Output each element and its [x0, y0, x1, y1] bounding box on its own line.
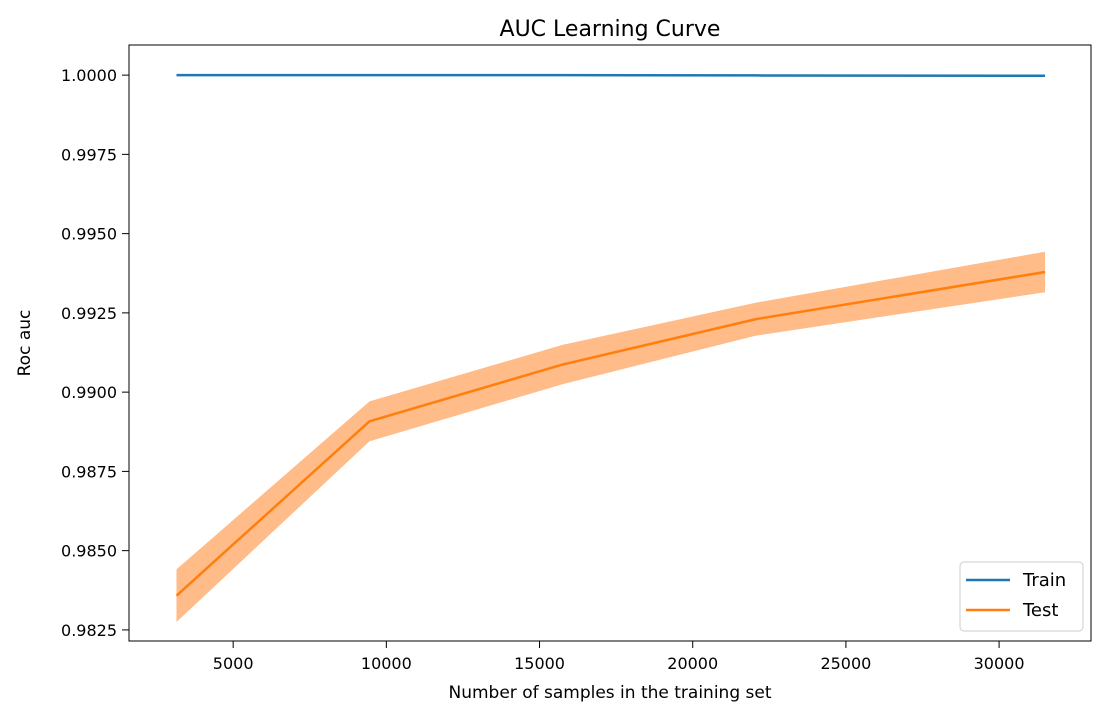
series-line-test: [175, 270, 1046, 597]
x-axis-label: Number of samples in the training set: [449, 683, 772, 703]
x-tick-label: 25000: [820, 654, 871, 673]
plot-frame: [128, 44, 1092, 642]
confidence-band-layer: [176, 251, 1046, 622]
y-tick-label: 0.9925: [61, 304, 117, 323]
x-axis-ticks: 5000 10000 15000 20000 25000 30000: [213, 641, 1025, 673]
y-tick-label: 0.9975: [61, 145, 117, 164]
y-tick-label: 1.0000: [61, 66, 117, 85]
chart-title: AUC Learning Curve: [500, 17, 721, 42]
x-tick-label: 30000: [974, 654, 1025, 673]
x-tick-label: 15000: [514, 654, 565, 673]
y-tick-label: 0.9875: [61, 462, 117, 481]
y-tick-label: 0.9850: [61, 542, 117, 561]
series-line-train: [176, 73, 1046, 78]
y-axis-ticks: 0.9825 0.9850 0.9875 0.9900 0.9925 0.9950 0.99…: [61, 66, 129, 640]
legend-label-test: Test: [1022, 600, 1058, 621]
y-tick-label: 0.9900: [61, 383, 117, 402]
y-axis-label: Roc auc: [15, 310, 35, 377]
y-tick-label: 0.9825: [61, 621, 117, 640]
series-line-layer: [175, 73, 1046, 597]
x-tick-label: 5000: [213, 654, 254, 673]
legend: Train Test: [959, 561, 1084, 632]
y-tick-label: 0.9950: [61, 225, 117, 244]
plot-area: [128, 44, 1092, 642]
series-band-test: [176, 251, 1046, 622]
x-tick-label: 10000: [361, 654, 412, 673]
legend-label-train: Train: [1022, 570, 1066, 591]
x-tick-label: 20000: [667, 654, 718, 673]
